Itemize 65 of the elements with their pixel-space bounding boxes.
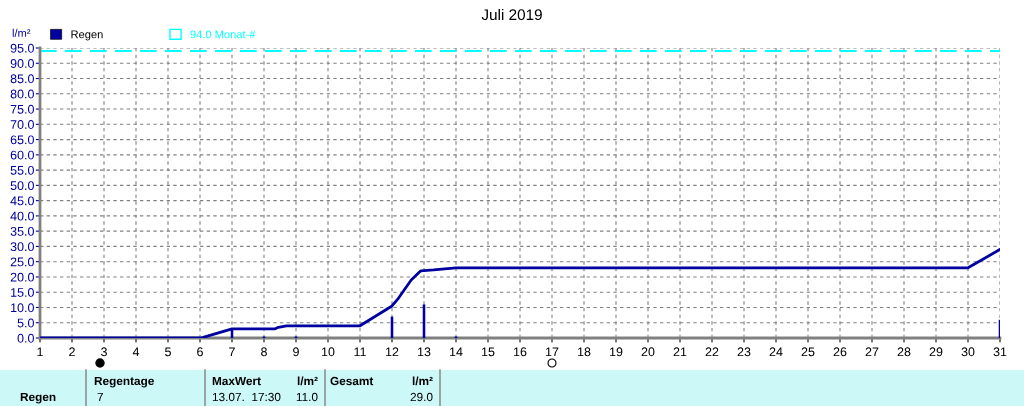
y-tick-label: 40.0 [10,211,34,221]
y-tick-label: 55.0 [10,165,34,175]
y-tick-label: 85.0 [10,74,34,84]
x-tick-label: 19 [610,347,623,357]
y-tick-label: 5.0 [17,318,34,328]
text: Regentage [94,376,154,388]
x-tick-label: 27 [865,347,879,357]
x-tick-label: 23 [737,347,751,357]
x-tick-label: 4 [132,347,140,357]
x-tick-label: 14 [450,347,463,357]
text: 11.0 [296,392,318,402]
y-tick-label: 95.0 [10,43,34,53]
y-tick-label: 75.0 [10,104,34,114]
y-axis-title: l/m² [12,28,31,37]
y-tick-label: 45.0 [10,196,34,206]
x-tick-label: 7 [229,347,235,357]
text: l/m² [297,376,318,386]
x-tick-label: 21 [673,347,687,357]
y-tick-label: 25.0 [10,257,34,267]
y-tick-label: 65.0 [10,135,34,145]
y-tick-label: 35.0 [10,226,34,236]
x-tick-label: 31 [993,347,1007,357]
legend-label: 94.0 Monat-# [190,30,256,39]
x-tick-label: 3 [101,347,107,357]
y-tick-label: 10.0 [11,303,34,313]
x-tick-label: 30 [961,347,975,357]
y-tick-label: 15.0 [11,288,34,297]
text: 13.07. 17:30 [212,392,281,402]
y-tick-label: 90.0 [10,59,34,68]
y-tick-label: 50.0 [10,181,34,191]
text: l/m² [412,376,433,386]
x-tick-label: 24 [769,347,783,357]
y-tick-label: 20.0 [10,272,34,282]
text: MaxWert [212,376,261,386]
x-tick-label: 18 [578,347,591,357]
x-tick-label: 5 [165,347,171,357]
text: 29.0 [410,392,433,402]
text: 7 [97,392,103,402]
x-tick-label: 16 [514,347,527,357]
x-tick-label: 17 [546,347,559,357]
x-tick-label: 8 [261,347,267,357]
text: Gesamt [330,376,374,386]
x-tick-label: 28 [897,347,911,357]
y-tick-label: 60.0 [10,150,34,160]
y-tick-label: 80.0 [10,89,34,99]
legend-label: Regen [71,30,103,41]
y-tick-label: 30.0 [10,242,34,252]
x-tick-label: 6 [197,347,203,357]
x-tick-label: 20 [641,347,655,357]
x-tick-label: 9 [293,347,299,357]
x-tick-label: 29 [929,347,943,357]
x-tick-label: 13 [418,347,431,357]
x-tick-label: 1 [37,347,43,357]
chart-title: Juli 2019 [481,8,542,21]
x-tick-label: 11 [354,347,366,357]
y-tick-label: 70.0 [10,120,34,129]
text: Regen [20,392,56,404]
x-tick-label: 10 [322,347,335,357]
y-tick-label: 0.0 [17,333,34,343]
x-tick-label: 25 [801,347,815,357]
x-tick-label: 26 [833,347,847,357]
x-tick-label: 2 [69,347,75,357]
x-tick-label: 22 [705,347,719,357]
x-tick-label: 12 [386,347,399,357]
x-tick-label: 15 [482,347,495,357]
